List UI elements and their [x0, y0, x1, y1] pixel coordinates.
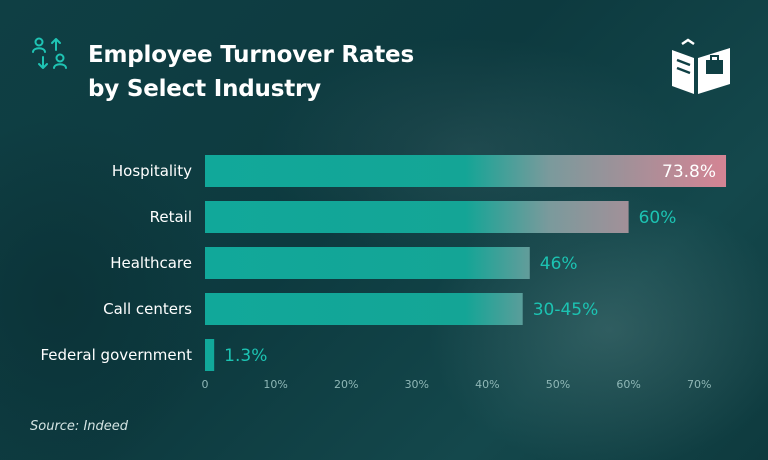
- x-tick-label: 20%: [334, 378, 358, 391]
- bars-group: [205, 155, 727, 371]
- source-note: Source: Indeed: [30, 419, 129, 434]
- book-briefcase-logo-icon: [672, 38, 730, 94]
- bar-healthcare: [205, 247, 530, 279]
- category-label-healthcare: Healthcare: [110, 254, 192, 272]
- x-tick-label: 0: [202, 378, 209, 391]
- bar-hospitality: [205, 155, 727, 187]
- value-label-hospitality: 73.8%: [662, 162, 716, 182]
- category-label-retail: Retail: [150, 208, 192, 226]
- title-line-2: by Select Industry: [88, 76, 321, 102]
- value-label-retail: 60%: [639, 208, 677, 228]
- x-tick-label: 10%: [263, 378, 287, 391]
- bar-federal-government: [205, 339, 215, 371]
- x-tick-label: 70%: [687, 378, 711, 391]
- value-label-federal-government: 1.3%: [224, 346, 267, 366]
- x-tick-label: 30%: [405, 378, 429, 391]
- category-label-federal-government: Federal government: [40, 346, 192, 364]
- x-tick-label: 50%: [546, 378, 570, 391]
- x-tick-label: 60%: [616, 378, 640, 391]
- chart-title: Employee Turnover Rates by Select Indust…: [88, 38, 414, 106]
- value-label-healthcare: 46%: [540, 254, 578, 274]
- bar-retail: [205, 201, 629, 233]
- category-label-hospitality: Hospitality: [112, 162, 192, 180]
- people-exchange-icon: [32, 37, 67, 69]
- category-label-call-centers: Call centers: [103, 300, 192, 318]
- labels-group: Hospitality 73.8% Retail 60% Healthcare 46% Ca…: [40, 162, 716, 366]
- x-tick-label: 40%: [475, 378, 499, 391]
- value-label-call-centers: 30-45%: [533, 300, 599, 320]
- title-line-1: Employee Turnover Rates: [88, 42, 414, 68]
- x-axis: 0 10% 20% 30% 40% 50% 60% 70%: [202, 378, 712, 391]
- bar-call-centers: [205, 293, 523, 325]
